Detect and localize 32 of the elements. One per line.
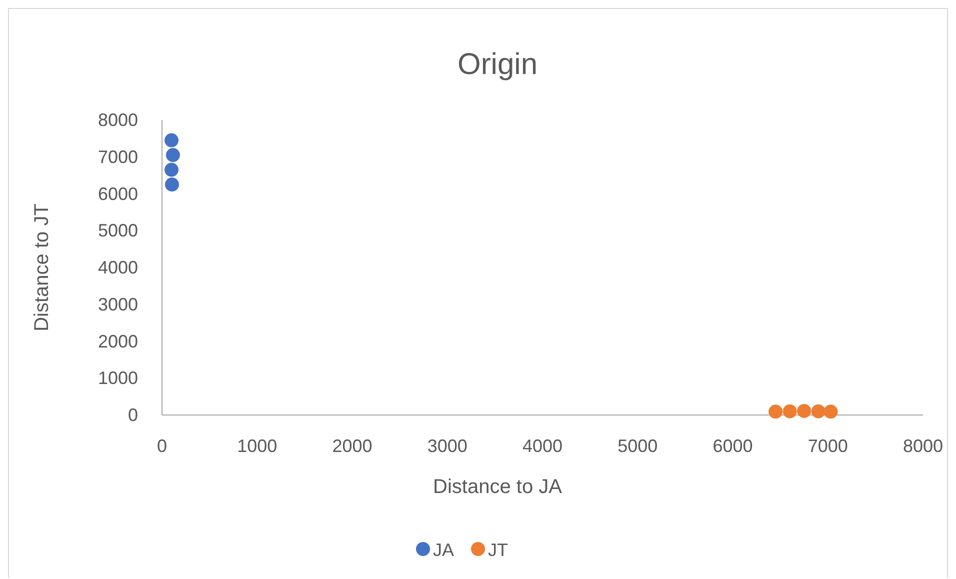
point <box>166 148 180 162</box>
y-axis-title: Distance to JT <box>31 204 53 332</box>
x-tick-label: 0 <box>156 436 168 456</box>
x-tick-label: 8000 <box>902 436 944 456</box>
point <box>797 404 812 418</box>
y-tick-label: 6000 <box>98 184 138 204</box>
x-tick-label: 6000 <box>712 436 753 456</box>
chart-title: Origin <box>457 48 538 81</box>
x-tick-label: 3000 <box>427 436 468 456</box>
point <box>164 162 179 177</box>
x-tick-label: 2000 <box>332 436 372 456</box>
point <box>824 404 838 419</box>
x-tick-label: 1000 <box>237 436 278 456</box>
point <box>811 404 826 418</box>
legend-label: JT <box>488 540 508 560</box>
y-tick-label: 4000 <box>98 258 138 278</box>
y-tick-label: 3000 <box>98 294 138 314</box>
x-tick-label: 7000 <box>808 436 848 456</box>
y-tick-label: 7000 <box>98 146 138 167</box>
point <box>782 404 797 418</box>
point <box>164 133 179 148</box>
y-tick-label: 2000 <box>98 331 138 352</box>
x-axis-title: Distance to JA <box>433 476 563 498</box>
y-tick-label: 0 <box>128 405 138 425</box>
point <box>768 404 783 419</box>
point <box>164 178 179 192</box>
legend-label: JA <box>433 540 454 560</box>
y-tick-label: 5000 <box>98 220 138 241</box>
y-tick-label: 8000 <box>98 110 138 130</box>
y-tick-label: 1000 <box>98 368 138 388</box>
x-tick-label: 4000 <box>522 436 563 456</box>
x-tick-label: 5000 <box>618 436 658 456</box>
